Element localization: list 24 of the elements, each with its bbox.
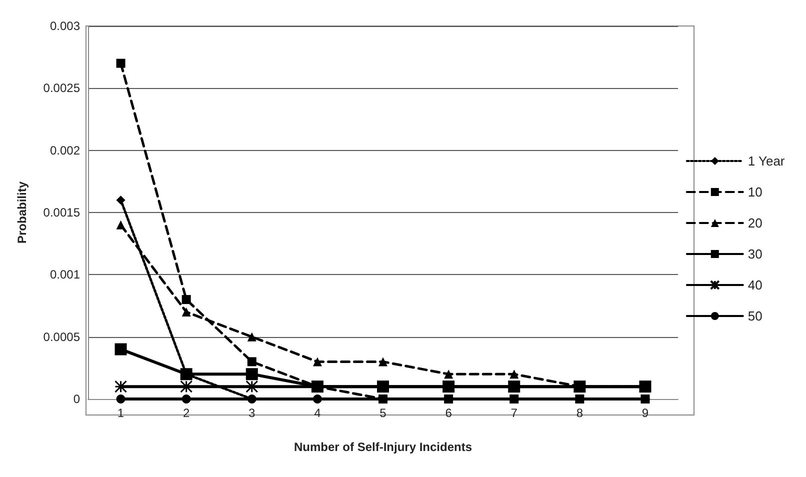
legend-label: 10	[748, 184, 762, 200]
x-tick-label: 5	[380, 406, 387, 420]
x-tick-label: 3	[248, 406, 256, 420]
x-tick-label: 1	[117, 406, 124, 420]
legend-label: 50	[748, 308, 762, 324]
x-tick-label: 9	[642, 406, 649, 420]
y-tick-label: 0	[73, 392, 80, 406]
legend-label: 1 Year	[748, 154, 786, 168]
y-tick-label: 0.003	[50, 19, 80, 33]
legend-label: 40	[748, 278, 762, 292]
y-tick-label: 0.001	[50, 268, 80, 282]
y-tick-label: 0.0005	[43, 330, 80, 344]
x-tick-label: 6	[445, 406, 452, 420]
x-tick-label: 4	[314, 406, 322, 420]
y-tick-label: 0.0015	[43, 206, 80, 220]
x-tick-label: 8	[576, 406, 584, 420]
y-tick-label: 0.0025	[43, 81, 80, 96]
legend-label: 20	[748, 216, 762, 230]
y-tick-label: 0.002	[50, 143, 80, 158]
x-tick-label: 7	[510, 406, 518, 420]
x-tick-label: 2	[182, 406, 190, 420]
x-axis-title: Number of Self-Injury Incidents	[294, 440, 472, 454]
legend-label: 30	[748, 246, 762, 262]
y-axis-title: Probability	[15, 181, 29, 244]
